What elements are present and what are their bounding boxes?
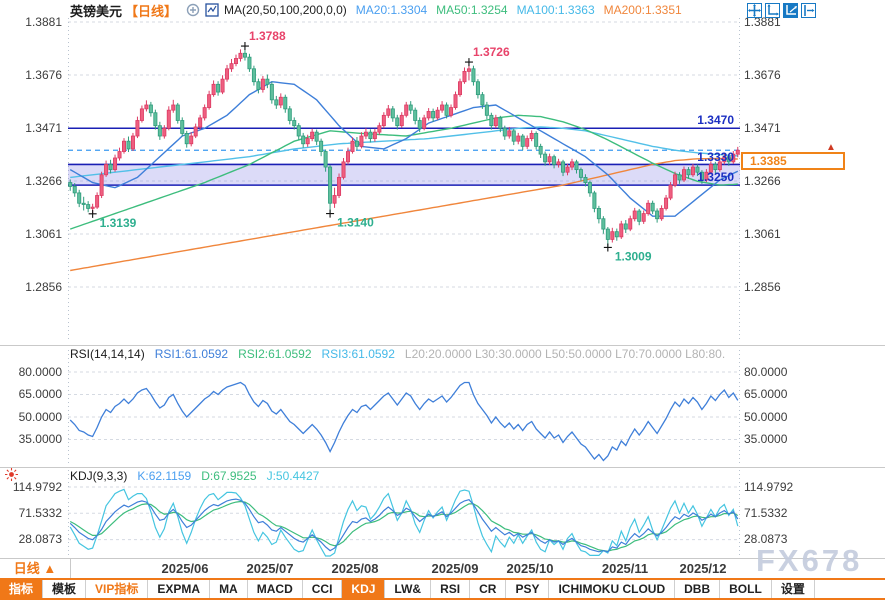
- kdj-k-value: K:62.1159: [137, 469, 192, 483]
- rsi1-value: RSI1:61.0592: [154, 347, 229, 361]
- indicator-toolbar: 指标 模板 VIP指标 EXPMA MA MACD CCI KDJ LW& RS…: [0, 578, 885, 600]
- main-y-label-left: 1.3471: [25, 121, 62, 135]
- symbol-name: 英镑美元: [70, 3, 123, 19]
- ma20-value: MA20:1.3304: [355, 3, 428, 17]
- sun-icon: [4, 467, 19, 482]
- rsi-chart-canvas[interactable]: [68, 345, 740, 467]
- toolbar-item-psy[interactable]: PSY: [506, 580, 550, 598]
- rsi-title: RSI(14,14,14): [70, 347, 145, 361]
- main-y-label-right: 1.3471: [744, 121, 781, 135]
- rsi-y-label-left: 35.0000: [18, 432, 62, 446]
- main-y-label-right: 1.3676: [744, 68, 781, 82]
- toolbar-item-dbb[interactable]: DBB: [675, 580, 721, 598]
- kdj-title: KDJ(9,3,3): [70, 469, 128, 483]
- x-axis-month-label: 2025/11: [601, 561, 649, 576]
- period-tag: 【日线】: [125, 3, 178, 19]
- kdj-y-label-left: 28.0873: [18, 532, 62, 546]
- kdj-header: KDJ(9,3,3) K:62.1159 D:67.9525 J:50.4427: [70, 469, 319, 483]
- main-y-label-left: 1.3061: [25, 227, 62, 241]
- rsi-y-label-right: 80.0000: [744, 365, 788, 379]
- x-axis-month-label: 2025/12: [679, 561, 727, 576]
- toolbar-item-indicators[interactable]: 指标: [0, 580, 44, 598]
- ma200-value: MA200:1.3351: [603, 3, 682, 17]
- kdj-y-label-right: 71.5332: [744, 506, 788, 520]
- chart-tool-icons: [747, 3, 816, 18]
- svg-text:1.3140: 1.3140: [337, 216, 374, 230]
- current-price-box: 1.3385: [741, 152, 845, 170]
- toolbar-item-rsi[interactable]: RSI: [431, 580, 471, 598]
- kdj-y-label-right: 28.0873: [744, 532, 788, 546]
- circle-plus-icon[interactable]: [186, 3, 200, 17]
- toolbar-item-kdj[interactable]: KDJ: [342, 580, 386, 598]
- kdj-d-value: D:67.9525: [201, 469, 257, 483]
- rsi2-value: RSI2:61.0592: [238, 347, 312, 361]
- rsi-header: RSI(14,14,14) RSI1:61.0592 RSI2:61.0592 …: [70, 347, 725, 361]
- toolbar-item-vip-indicators[interactable]: VIP指标: [86, 580, 149, 598]
- main-y-label-right: 1.3061: [744, 227, 781, 241]
- support-level-label: 1.3250: [697, 170, 734, 184]
- x-axis-month-label: 2025/10: [506, 561, 554, 576]
- toolbar-item-expma[interactable]: EXPMA: [148, 580, 211, 598]
- ma100-value: MA100:1.3363: [516, 3, 595, 17]
- toolbar-item-macd[interactable]: MACD: [248, 580, 303, 598]
- ma-settings-label: MA(20,50,100,200,0,0): [224, 3, 347, 17]
- svg-text:1.3139: 1.3139: [100, 216, 137, 230]
- svg-text:1.3009: 1.3009: [615, 249, 652, 263]
- x-axis-month-label: 2025/09: [431, 561, 479, 576]
- toolbar-item-templates[interactable]: 模板: [43, 580, 87, 598]
- kdj-j-value: J:50.4427: [266, 469, 320, 483]
- kdj-y-label-right: 114.9792: [744, 480, 794, 494]
- rsi-levels-text: L20:20.0000 L30:30.0000 L50:50.0000 L70:…: [404, 347, 726, 361]
- main-y-label-left: 1.2856: [25, 280, 62, 294]
- crosshair-icon[interactable]: [747, 3, 762, 18]
- main-y-label-left: 1.3881: [25, 15, 62, 29]
- pane-divider: [0, 345, 885, 346]
- kdj-y-label-left: 114.9792: [12, 480, 62, 494]
- toolbar-item-cci[interactable]: CCI: [303, 580, 343, 598]
- chart-header: 英镑美元 【日线】 MA(20,50,100,200,0,0) MA20:1.3…: [70, 2, 682, 19]
- main-y-label-right: 1.3881: [744, 15, 781, 29]
- exit-chart-icon[interactable]: [801, 3, 816, 18]
- candle-chart-icon[interactable]: [205, 3, 219, 17]
- toolbar-item-settings[interactable]: 设置: [772, 580, 815, 598]
- ma50-value: MA50:1.3254: [436, 3, 508, 17]
- rsi-y-label-left: 65.0000: [18, 387, 62, 401]
- main-y-label-right: 1.3266: [744, 174, 781, 188]
- rsi-y-label-right: 35.0000: [744, 432, 788, 446]
- kdj-y-label-left: 71.5332: [18, 506, 62, 520]
- svg-text:1.3726: 1.3726: [473, 45, 510, 59]
- axis-zoom-icon[interactable]: [765, 3, 780, 18]
- x-axis-month-label: 2025/06: [161, 561, 209, 576]
- period-dropdown-button[interactable]: 日线 ▲: [0, 559, 71, 578]
- svg-text:1.3788: 1.3788: [249, 29, 286, 43]
- rsi-y-label-right: 65.0000: [744, 387, 788, 401]
- x-axis-month-label: 2025/08: [331, 561, 379, 576]
- main-y-label-left: 1.3266: [25, 174, 62, 188]
- main-y-label-left: 1.3676: [25, 68, 62, 82]
- x-axis-month-label: 2025/07: [246, 561, 294, 576]
- rsi-y-label-left: 50.0000: [18, 410, 62, 424]
- main-chart-canvas[interactable]: 1.3139 1.3788 1.3140 1.3726 1.3009: [68, 0, 740, 345]
- axis-scale-icon[interactable]: [783, 3, 798, 18]
- rsi-y-label-right: 50.0000: [744, 410, 788, 424]
- main-y-label-right: 1.2856: [744, 280, 781, 294]
- toolbar-item-ma[interactable]: MA: [210, 580, 248, 598]
- kdj-chart-canvas[interactable]: [68, 467, 740, 558]
- toolbar-item-boll[interactable]: BOLL: [720, 580, 772, 598]
- resistance-level-label: 1.3470: [697, 113, 734, 127]
- toolbar-filler: [815, 580, 885, 598]
- rsi3-value: RSI3:61.0592: [321, 347, 395, 361]
- x-axis-row: 日线 ▲ 2025/06 2025/07 2025/08 2025/09 202…: [0, 558, 885, 578]
- support-level-label: 1.3330: [697, 150, 734, 164]
- toolbar-item-ichimoku[interactable]: ICHIMOKU CLOUD: [549, 580, 676, 598]
- rsi-y-label-left: 80.0000: [18, 365, 62, 379]
- price-up-arrow-icon: ▲: [826, 142, 836, 153]
- toolbar-item-lw[interactable]: LW&: [385, 580, 432, 598]
- pane-divider: [0, 467, 885, 468]
- toolbar-item-cr[interactable]: CR: [470, 580, 507, 598]
